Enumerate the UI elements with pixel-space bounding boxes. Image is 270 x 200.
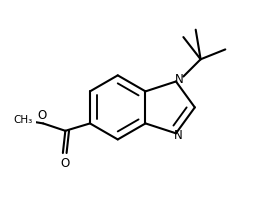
Text: N: N	[175, 73, 184, 86]
Text: N: N	[174, 129, 183, 142]
Text: CH₃: CH₃	[13, 115, 33, 125]
Text: O: O	[37, 109, 46, 122]
Text: O: O	[61, 157, 70, 170]
